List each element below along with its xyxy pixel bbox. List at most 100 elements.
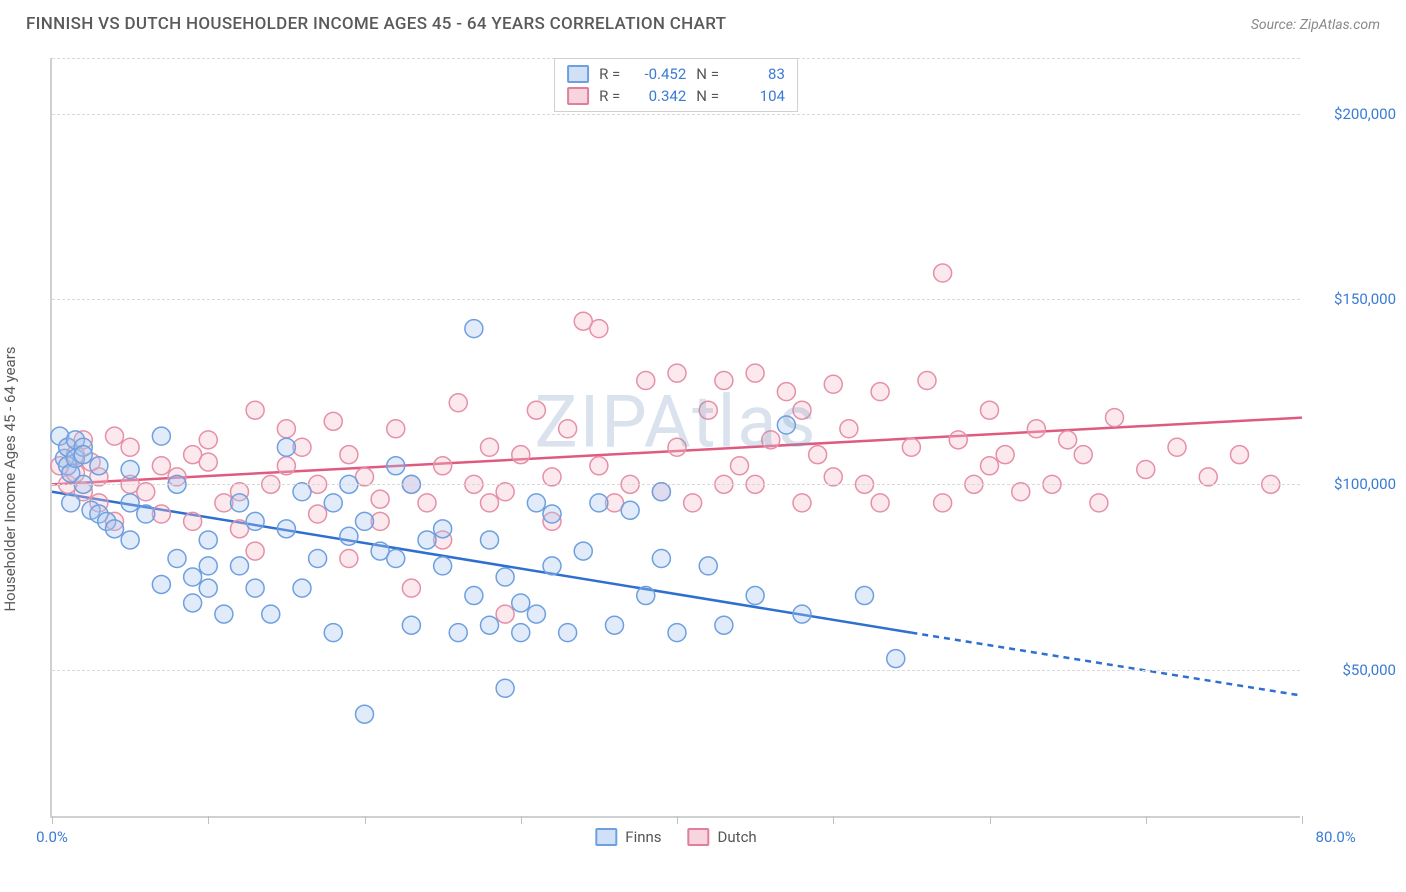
scatter-point	[309, 505, 327, 523]
r-value-dutch: 0.342	[630, 87, 686, 105]
scatter-point	[793, 494, 811, 512]
scatter-point	[559, 420, 577, 438]
scatter-point	[74, 446, 92, 464]
scatter-point	[340, 446, 358, 464]
scatter-point	[152, 575, 170, 593]
gridline	[52, 484, 1300, 485]
scatter-point	[106, 427, 124, 445]
scatter-point	[387, 420, 405, 438]
scatter-point	[418, 494, 436, 512]
scatter-point	[481, 494, 499, 512]
legend-item-finns: Finns	[595, 828, 661, 846]
scatter-point	[1059, 431, 1077, 449]
scatter-point	[887, 650, 905, 668]
scatter-point	[199, 579, 217, 597]
scatter-point	[340, 549, 358, 567]
scatter-point	[387, 457, 405, 475]
scatter-point	[918, 372, 936, 390]
source-attr: Source: ZipAtlas.com	[1251, 17, 1380, 33]
scatter-layer	[52, 58, 1300, 816]
scatter-point	[824, 375, 842, 393]
scatter-point	[465, 320, 483, 338]
scatter-point	[90, 457, 108, 475]
scatter-point	[512, 624, 530, 642]
y-tick-label: $50,000	[1342, 661, 1396, 679]
scatter-point	[246, 401, 264, 419]
scatter-point	[324, 412, 342, 430]
scatter-point	[1137, 461, 1155, 479]
source-prefix: Source:	[1251, 17, 1300, 33]
gridline	[52, 299, 1300, 300]
scatter-point	[137, 483, 155, 501]
scatter-point	[481, 438, 499, 456]
x-tick	[52, 816, 53, 824]
scatter-point	[215, 605, 233, 623]
x-tick-label-max: 80.0%	[1316, 828, 1356, 846]
scatter-point	[246, 512, 264, 530]
legend-item-dutch: Dutch	[688, 828, 757, 846]
scatter-point	[574, 542, 592, 560]
scatter-point	[121, 461, 139, 479]
scatter-point	[856, 587, 874, 605]
scatter-point	[152, 457, 170, 475]
scatter-point	[356, 705, 374, 723]
scatter-point	[309, 549, 327, 567]
scatter-point	[715, 616, 733, 634]
scatter-point	[481, 616, 499, 634]
scatter-point	[1199, 468, 1217, 486]
scatter-point	[824, 468, 842, 486]
scatter-point	[434, 457, 452, 475]
scatter-point	[496, 605, 514, 623]
legend-label-finns: Finns	[625, 828, 661, 846]
x-tick	[990, 816, 991, 824]
x-tick	[1302, 816, 1303, 824]
chart-area: Householder Income Ages 45 - 64 years R …	[0, 48, 1406, 892]
scatter-point	[293, 579, 311, 597]
scatter-point	[277, 420, 295, 438]
scatter-point	[199, 557, 217, 575]
scatter-point	[449, 624, 467, 642]
scatter-point	[465, 587, 483, 605]
scatter-point	[731, 457, 749, 475]
scatter-point	[356, 512, 374, 530]
y-tick-label: $100,000	[1334, 475, 1396, 493]
scatter-point	[1074, 446, 1092, 464]
scatter-point	[809, 446, 827, 464]
legend-swatch-finns-icon	[595, 828, 617, 846]
scatter-point	[402, 616, 420, 634]
scatter-point	[699, 401, 717, 419]
bottom-legend: Finns Dutch	[595, 828, 756, 846]
scatter-point	[184, 512, 202, 530]
swatch-finns-icon	[567, 65, 589, 83]
scatter-point	[543, 468, 561, 486]
scatter-point	[934, 494, 952, 512]
scatter-point	[996, 446, 1014, 464]
scatter-point	[777, 416, 795, 434]
stats-row-finns: R = -0.452 N = 83	[567, 65, 785, 83]
scatter-point	[793, 401, 811, 419]
scatter-point	[527, 401, 545, 419]
scatter-point	[668, 364, 686, 382]
scatter-point	[184, 594, 202, 612]
scatter-point	[199, 453, 217, 471]
n-value-finns: 83	[729, 65, 785, 83]
scatter-point	[152, 427, 170, 445]
scatter-point	[652, 549, 670, 567]
scatter-point	[840, 420, 858, 438]
scatter-point	[184, 568, 202, 586]
n-label: N =	[696, 65, 719, 83]
scatter-point	[590, 457, 608, 475]
gridline	[52, 114, 1300, 115]
scatter-point	[496, 483, 514, 501]
scatter-point	[777, 383, 795, 401]
scatter-point	[871, 383, 889, 401]
scatter-point	[715, 372, 733, 390]
y-axis-label: Householder Income Ages 45 - 64 years	[1, 346, 19, 611]
scatter-point	[402, 579, 420, 597]
legend-label-dutch: Dutch	[718, 828, 757, 846]
scatter-point	[106, 520, 124, 538]
x-tick	[365, 816, 366, 824]
scatter-point	[231, 557, 249, 575]
scatter-point	[121, 494, 139, 512]
scatter-point	[121, 531, 139, 549]
